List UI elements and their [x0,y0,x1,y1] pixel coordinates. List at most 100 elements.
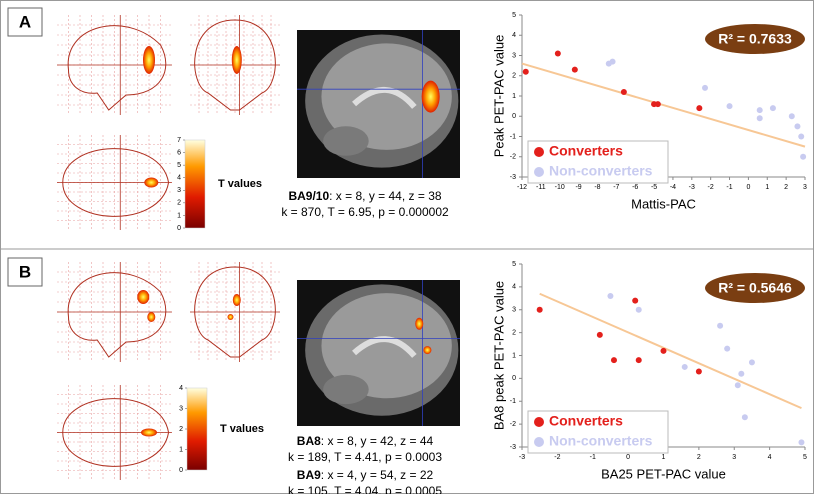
activation [147,312,155,322]
y-tick-label: 4 [512,32,516,39]
caption-region: BA9 [297,468,321,482]
activation [422,81,440,113]
x-tick-label: 1 [765,184,769,191]
colorbar-tick-label: 2 [179,426,183,433]
activation [143,46,155,74]
y-tick-label: 5 [512,261,516,268]
data-point [789,113,795,119]
colorbar-tick-label: 5 [177,162,181,169]
data-point [794,123,800,129]
caption-region: BA8 [297,434,321,448]
data-point [655,101,661,107]
x-axis-label: Mattis-PAC [631,196,696,211]
annotation: R² = 0.7633 [718,31,792,47]
x-tick-label: 0 [746,184,750,191]
colorbar-label: T values [220,423,264,435]
colorbar-tick-label: 3 [179,405,183,412]
colorbar-tick-label: 4 [177,175,181,182]
data-point [597,332,603,338]
mri-cerebellum [323,126,369,156]
data-point [770,105,776,111]
data-point [727,103,733,109]
y-tick-label: 4 [512,284,516,291]
y-axis-label: BA8 peak PET-PAC value [491,281,506,430]
data-point [798,134,804,140]
colorbar-tick-label: 1 [177,212,181,219]
x-tick-label: -11 [536,184,546,191]
data-point [661,348,667,354]
data-point [717,323,723,329]
colorbar-tick-label: 3 [177,187,181,194]
caption-coords: : x = 8, y = 44, z = 38 [329,189,442,203]
y-tick-label: 0 [512,113,516,120]
activation [144,178,158,188]
caption-heading: BA8: x = 8, y = 42, z = 44 [297,434,434,448]
x-tick-label: 2 [784,184,788,191]
caption-stats: k = 870, T = 6.95, p = 0.000002 [281,205,449,219]
x-tick-label: -1 [726,184,732,191]
data-point [735,382,741,388]
caption-coords: : x = 8, y = 42, z = 44 [321,434,434,448]
y-tick-label: -2 [510,154,516,161]
figure: A 0 1 2 3 4 5 6 7 T values BA9/10: x = 8, y = 44, … [0,0,814,494]
colorbar-tick-label: 1 [179,446,183,453]
x-tick-label: -9 [575,184,581,191]
x-tick-label: -6 [632,184,638,191]
x-tick-label: 0 [626,454,630,461]
data-point [702,85,708,91]
colorbar-tick-label: 7 [177,137,181,144]
legend-marker [534,167,544,177]
caption-region: BA9/10 [288,189,329,203]
x-tick-label: 1 [662,454,666,461]
y-tick-label: 3 [512,307,516,314]
caption-heading: BA9/10: x = 8, y = 44, z = 38 [288,189,441,203]
x-tick-label: -1 [590,454,596,461]
x-tick-label: -7 [613,184,619,191]
activation [233,294,241,306]
activation [141,429,157,437]
y-tick-label: 2 [512,73,516,80]
colorbar-tick-label: 4 [179,385,183,392]
colorbar [187,388,207,470]
data-point [611,357,617,363]
panel-label: A [19,12,31,31]
legend-label: Non-converters [549,433,653,449]
colorbar-tick-label: 6 [177,149,181,156]
legend-marker [534,417,544,427]
x-tick-label: -5 [651,184,657,191]
x-tick-label: -2 [554,454,560,461]
x-tick-label: -12 [517,184,527,191]
mri-cerebellum [323,375,369,404]
colorbar [185,140,205,228]
y-tick-label: -1 [510,398,516,405]
data-point [738,371,744,377]
x-tick-label: 2 [697,454,701,461]
legend-label: Converters [549,413,623,429]
activation [423,346,431,354]
colorbar-tick-label: 0 [179,467,183,474]
data-point [523,69,529,75]
data-point [742,414,748,420]
data-point [572,67,578,73]
y-tick-label: 3 [512,52,516,59]
x-tick-label: -8 [594,184,600,191]
data-point [757,107,763,113]
y-axis-label: Peak PET-PAC value [491,35,506,158]
x-tick-label: -4 [670,184,676,191]
data-point [632,298,638,304]
y-tick-label: -3 [510,174,516,181]
data-point [749,359,755,365]
colorbar-label: T values [218,178,262,190]
data-point [682,364,688,370]
caption-stats: k = 105, T = 4.04, p = 0.0005 [288,484,442,494]
legend-marker [534,437,544,447]
data-point [696,369,702,375]
activation [415,318,423,330]
data-point [607,293,613,299]
y-tick-label: 1 [512,93,516,100]
colorbar-tick-label: 0 [177,225,181,232]
x-tick-label: -3 [689,184,695,191]
activation [232,46,242,74]
y-tick-label: 2 [512,329,516,336]
caption-heading: BA9: x = 4, y = 54, z = 22 [297,468,434,482]
